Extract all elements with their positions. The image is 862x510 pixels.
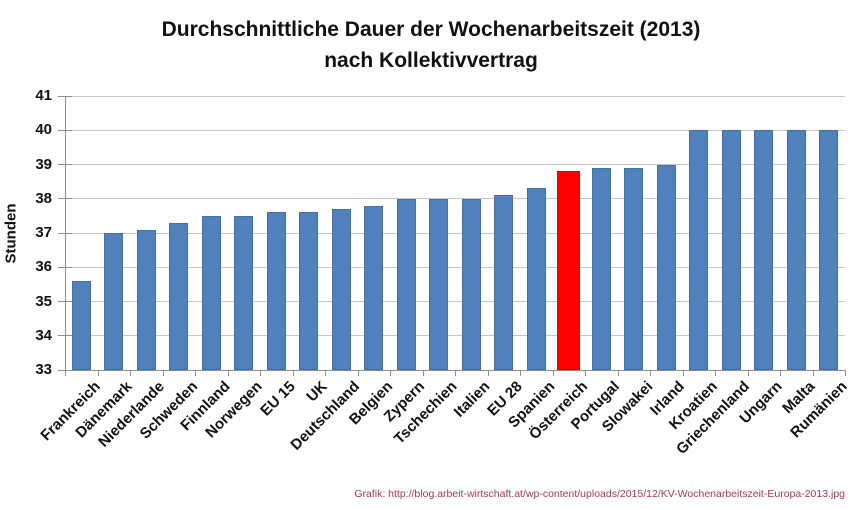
- bar-Griechenland: [721, 130, 741, 370]
- y-tick-label-33: 33: [35, 361, 52, 378]
- x-tick: [617, 370, 619, 376]
- gridline-39: [65, 164, 845, 165]
- bar-EU 28: [494, 195, 514, 370]
- gridline-38: [65, 198, 845, 200]
- x-tick: [227, 370, 229, 376]
- bar-Malta: [786, 130, 806, 370]
- bar-Italien: [461, 198, 481, 370]
- bar-EU 15: [266, 212, 286, 370]
- y-axis-line: [65, 96, 66, 370]
- x-tick: [130, 370, 131, 376]
- x-tick: [682, 370, 684, 376]
- y-tick-label-41: 41: [35, 87, 52, 104]
- y-tick-label-34: 34: [35, 326, 52, 344]
- bar-Belgien: [364, 205, 384, 370]
- gridline-34: [65, 335, 845, 337]
- x-tick: [650, 370, 651, 376]
- bar-Deutschland: [331, 209, 351, 370]
- bar-Spanien: [526, 188, 546, 370]
- x-tick: [325, 370, 326, 376]
- x-label-text: Italien: [450, 378, 494, 421]
- y-tick-label-37: 37: [35, 224, 52, 241]
- x-tick: [487, 370, 489, 376]
- source-note: Grafik: http://blog.arbeit-wirtschaft.at…: [354, 488, 845, 500]
- gridline-40: [65, 129, 845, 131]
- x-tick: [455, 370, 456, 376]
- bar-Österreich: [557, 171, 581, 370]
- bar-Rumänien: [819, 130, 839, 370]
- x-label-text: EU 15: [256, 378, 299, 420]
- bar-Schweden: [169, 222, 189, 370]
- x-tick: [390, 370, 391, 376]
- x-tick: [357, 370, 359, 376]
- bar-Irland: [656, 164, 676, 370]
- y-tick-label-39: 39: [35, 155, 52, 173]
- bar-Tschechien: [429, 198, 449, 370]
- gridline-37: [65, 232, 845, 234]
- x-tick: [195, 370, 196, 376]
- gridline-35: [65, 301, 845, 302]
- bar-Ungarn: [754, 130, 774, 370]
- x-tick: [520, 370, 521, 376]
- y-tick-label-35: 35: [35, 292, 52, 310]
- x-tick: [422, 370, 424, 376]
- bar-Zypern: [396, 198, 416, 370]
- x-tick: [162, 370, 164, 376]
- bar-Frankreich: [71, 280, 91, 370]
- bar-Dänemark: [104, 233, 124, 370]
- chart-title-line1: Durchschnittliche Dauer der Wochenarbeit…: [161, 18, 701, 41]
- bar-Kroatien: [689, 130, 709, 370]
- x-tick: [780, 370, 781, 376]
- bar-Portugal: [591, 167, 611, 370]
- x-tick: [292, 370, 294, 376]
- y-tick-label-36: 36: [35, 258, 52, 276]
- y-tick-label-38: 38: [35, 189, 52, 207]
- x-tick: [747, 370, 749, 376]
- x-tick: [65, 370, 66, 376]
- x-tick: [585, 370, 586, 376]
- y-tick-label-40: 40: [35, 121, 52, 139]
- bar-UK: [299, 212, 319, 370]
- x-tick: [812, 370, 814, 376]
- x-tick: [715, 370, 716, 376]
- chart-title-line2: nach Kollektivvertrag: [324, 49, 538, 72]
- chart-title: Durchschnittliche Dauer der Wochenarbeit…: [0, 14, 862, 76]
- bar-Finnland: [201, 215, 221, 370]
- x-tick: [260, 370, 261, 376]
- bar-Norwegen: [234, 215, 254, 370]
- gridline-36: [65, 266, 845, 268]
- x-tick: [552, 370, 554, 376]
- gridline-41: [65, 95, 845, 97]
- x-tick: [97, 370, 99, 376]
- x-tick: [845, 370, 846, 376]
- bar-Slowakei: [624, 167, 644, 370]
- bar-Niederlande: [136, 229, 156, 370]
